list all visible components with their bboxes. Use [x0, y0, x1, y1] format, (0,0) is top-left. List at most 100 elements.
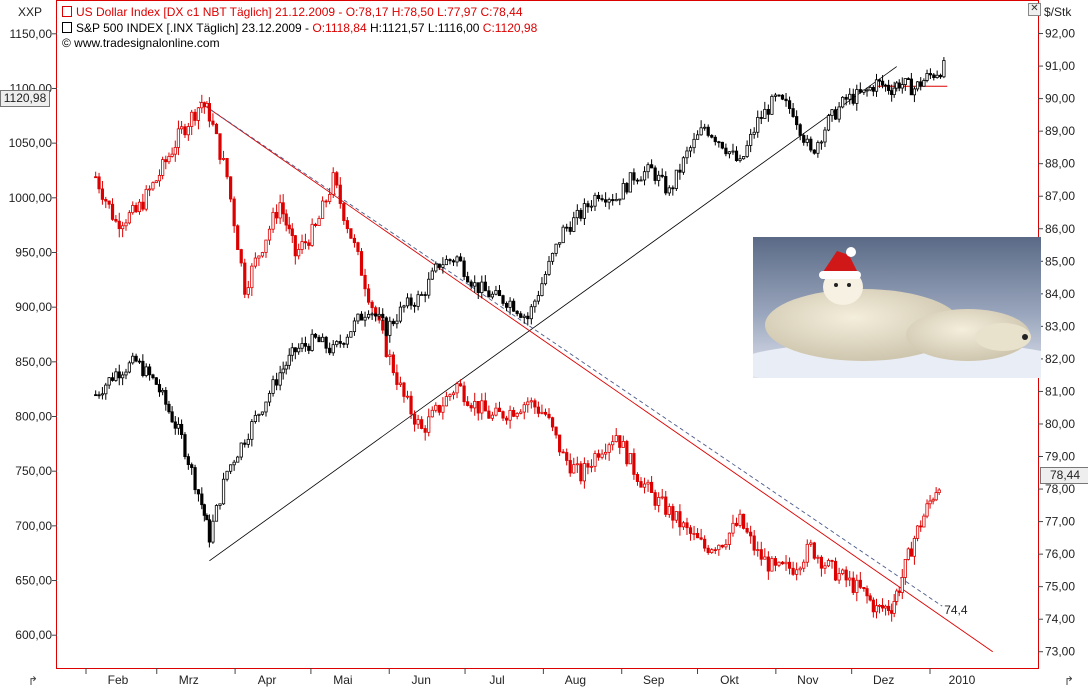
candle-body	[895, 82, 899, 89]
candle-body	[756, 117, 760, 133]
candle-body	[561, 451, 565, 454]
candle-body	[342, 203, 346, 221]
candle-body	[441, 405, 445, 413]
candle-body	[497, 290, 502, 297]
candle-body	[427, 416, 431, 433]
candle-body	[678, 169, 682, 173]
candle-body	[257, 255, 261, 259]
candle-body	[568, 226, 572, 232]
candle-body	[738, 158, 742, 162]
candle-body	[912, 88, 917, 96]
candle-body	[653, 492, 657, 506]
candle-body	[868, 87, 872, 91]
candle-body	[731, 522, 735, 534]
right-y-axis: 92,00 91,00 90,00 89,00 88,00 87,00 86,00 85,00…	[1038, 27, 1075, 659]
candle-body	[97, 394, 101, 397]
candle-body	[848, 93, 852, 100]
candle-body	[695, 532, 700, 539]
candle-body	[121, 374, 125, 379]
candle-body	[653, 167, 657, 181]
candle-body	[164, 159, 168, 163]
candle-body	[420, 419, 424, 429]
candle-body	[287, 354, 291, 366]
spx-legend-open: O:1118,84	[312, 20, 367, 35]
candle-body	[912, 537, 917, 557]
candle-body	[833, 560, 838, 581]
candle-body	[345, 220, 349, 230]
candle-body	[855, 89, 859, 104]
candle-body	[741, 513, 746, 529]
candle-body	[841, 96, 845, 108]
arrow-up-right-icon[interactable]: ↱	[1064, 674, 1075, 688]
candle-body	[246, 438, 250, 445]
annotations: 74,4	[944, 603, 968, 617]
candle-body	[823, 129, 827, 143]
candle-body	[561, 226, 565, 244]
candle-body	[416, 419, 420, 425]
candle-body	[874, 79, 879, 92]
candle-body	[170, 411, 174, 423]
right-tick-label: 92,00	[1045, 27, 1075, 41]
candle-body	[501, 295, 505, 304]
candle-body	[646, 481, 650, 485]
candle-body	[650, 164, 654, 169]
candle-body	[932, 74, 936, 79]
candle-body	[374, 313, 378, 317]
candle-body	[487, 290, 491, 298]
candle-body	[871, 87, 875, 92]
x-tick-label: Mai	[333, 673, 352, 687]
candle-body	[239, 442, 243, 458]
candle-body	[614, 199, 618, 202]
candle-body	[699, 537, 703, 540]
candle-body	[884, 605, 888, 609]
candle-body	[858, 89, 862, 93]
usd-legend-values: 21.12.2009 - O:78,17 H:78,50 L:77,97 C:7…	[274, 4, 523, 19]
candle-body	[441, 264, 445, 268]
symbol-left-label: XXP	[18, 5, 43, 19]
arrow-up-right-icon[interactable]: ↱	[28, 674, 39, 688]
right-tick-label: 79,00	[1045, 450, 1075, 464]
candle-body	[462, 260, 466, 277]
candle-body	[720, 544, 724, 548]
candle-body	[186, 456, 190, 466]
left-tick-label: 900,00	[15, 300, 52, 314]
left-tick-label: 850,00	[15, 355, 52, 369]
right-tick-label: 74,00	[1045, 612, 1075, 626]
candle-body	[487, 410, 491, 419]
candle-body	[650, 481, 654, 493]
candle-body	[915, 525, 920, 539]
candle-body	[434, 404, 438, 411]
candle-body	[114, 218, 118, 222]
candle-body	[890, 610, 894, 614]
candle-body	[236, 225, 240, 250]
candle-body	[287, 224, 291, 230]
candle-body	[476, 282, 480, 293]
candle-body	[826, 560, 831, 567]
candle-body	[887, 605, 891, 611]
candle-body	[437, 263, 441, 268]
candle-body	[865, 89, 869, 92]
candle-body	[398, 382, 403, 385]
candle-body	[519, 411, 523, 414]
candle-body	[536, 295, 540, 302]
candle-body	[214, 505, 219, 522]
candle-body	[795, 116, 799, 126]
candle-body	[501, 411, 505, 419]
candle-body	[791, 567, 795, 575]
candle-body	[427, 278, 431, 296]
candle-body	[331, 344, 335, 354]
candle-body	[232, 198, 236, 227]
candle-body	[335, 341, 339, 346]
candle-body	[193, 111, 197, 121]
candle-body	[892, 87, 896, 96]
spx-legend-date: 23.12.2009 -	[241, 20, 310, 35]
candle-body	[131, 355, 135, 364]
candle-body	[512, 300, 516, 312]
candle-body	[512, 409, 516, 417]
candle-body	[925, 503, 929, 517]
candle-body	[211, 520, 215, 543]
close-icon[interactable]: ✕	[1028, 3, 1041, 16]
candle-body	[444, 259, 449, 266]
right-tick-label: 75,00	[1045, 580, 1075, 594]
candle-body	[186, 126, 190, 136]
